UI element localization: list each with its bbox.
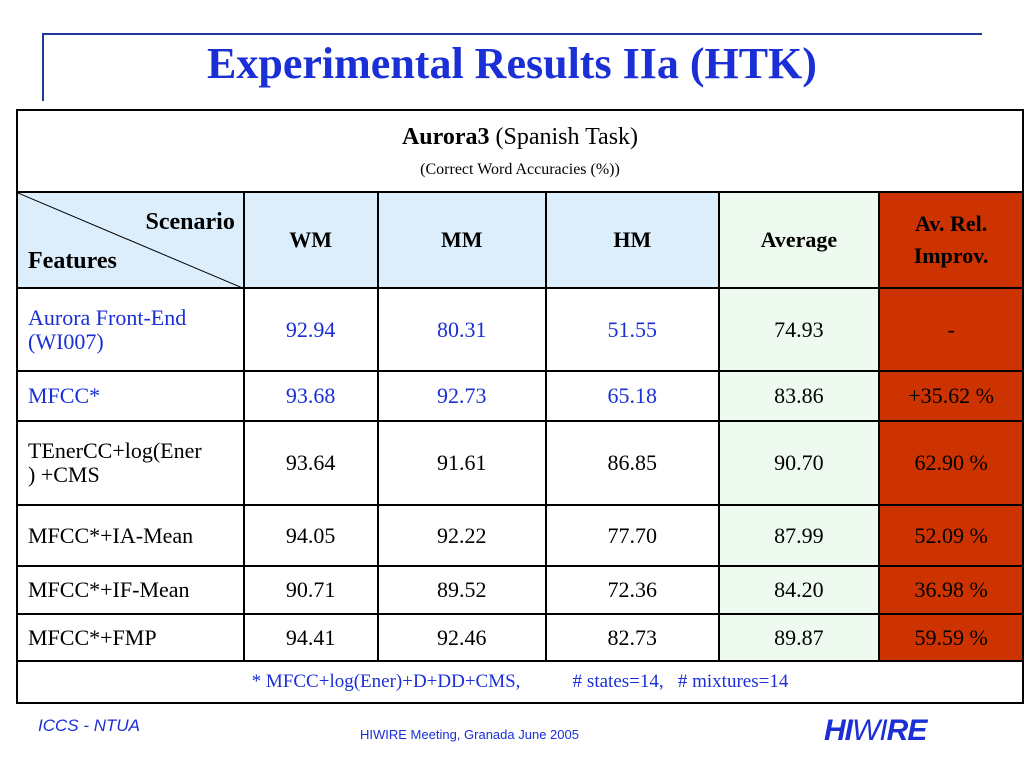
relimp-cell: 52.09 % [878, 504, 1024, 567]
slide-title: Experimental Results IIa (HTK) [207, 39, 817, 88]
wm-cell: 90.71 [242, 565, 379, 615]
wm-cell: 94.05 [242, 504, 379, 567]
header-hm: HM [545, 191, 720, 289]
hm-cell: 51.55 [545, 287, 720, 372]
hm-cell: 72.36 [545, 565, 720, 615]
footer-affiliation: ICCS - NTUA [38, 716, 140, 735]
header-average: Average [717, 191, 881, 289]
logo-part1: HI [824, 714, 853, 747]
feature-cell: Aurora Front-End (WI007) [16, 287, 245, 372]
feature-line2: (WI007) [28, 328, 104, 354]
caption-subtitle: (Correct Word Accuracies (%)) [420, 161, 620, 178]
results-table: Aurora3 (Spanish Task) (Correct Word Acc… [16, 109, 1024, 704]
relimp-cell: +35.62 % [878, 370, 1024, 422]
wm-cell: 94.41 [242, 613, 379, 662]
mm-cell: 91.61 [376, 420, 548, 506]
wm-cell: 93.64 [242, 420, 379, 506]
header-features: Features [28, 248, 117, 274]
header-scenario-features-cell: Scenario Features [16, 191, 245, 289]
header-wm: WM [242, 191, 379, 289]
wm-cell: 93.68 [242, 370, 379, 422]
header-mm: MM [376, 191, 548, 289]
hm-cell: 77.70 [545, 504, 720, 567]
table-row: MFCC*+FMP 94.41 92.46 82.73 89.87 59.59 … [16, 613, 1024, 662]
header-row: Scenario Features WM MM HM Average Av. R… [16, 191, 1024, 289]
feature-cell: MFCC*+FMP [16, 613, 245, 662]
feature-line1: MFCC*+IA-Mean [28, 522, 194, 548]
table-row: MFCC*+IA-Mean 94.05 92.22 77.70 87.99 52… [16, 504, 1024, 567]
hm-cell: 65.18 [545, 370, 720, 422]
caption-rest: (Spanish Task) [489, 124, 639, 150]
mm-cell: 92.73 [376, 370, 548, 422]
average-cell: 89.87 [717, 613, 881, 662]
table-row: Aurora Front-End (WI007) 92.94 80.31 51.5… [16, 287, 1024, 372]
title-frame-left-line [42, 33, 44, 101]
caption-title: Aurora3 (Spanish Task) [18, 123, 1022, 151]
average-cell: 87.99 [717, 504, 881, 567]
caption-bold: Aurora3 [401, 124, 490, 150]
relimp-cell: 36.98 % [878, 565, 1024, 615]
logo-part2: WI [852, 714, 888, 747]
table-footnote: * MFCC+log(Ener)+D+DD+CMS, # states=14, … [16, 660, 1024, 704]
feature-line1: MFCC* [28, 383, 101, 408]
feature-line1: TEnerCC+log(Ener [28, 438, 202, 463]
relimp-cell: - [878, 287, 1024, 372]
table-caption: Aurora3 (Spanish Task) (Correct Word Acc… [16, 109, 1024, 193]
mm-cell: 92.46 [376, 613, 548, 662]
header-relimp-line2: Improv. [913, 243, 989, 268]
header-relimp-line1: Av. Rel. [914, 211, 988, 236]
feature-line1: Aurora Front-End [28, 304, 187, 330]
hm-cell: 82.73 [545, 613, 720, 662]
title-frame-top-line [42, 33, 982, 35]
average-cell: 84.20 [717, 565, 881, 615]
average-cell: 74.93 [717, 287, 881, 372]
table-row: TEnerCC+log(Ener) +CMS 93.64 91.61 86.85… [16, 420, 1024, 506]
relimp-cell: 59.59 % [878, 613, 1024, 662]
average-cell: 83.86 [717, 370, 881, 422]
feature-line1: MFCC*+FMP [28, 624, 157, 650]
hm-cell: 86.85 [545, 420, 720, 506]
average-cell: 90.70 [717, 420, 881, 506]
wm-cell: 92.94 [242, 287, 379, 372]
mm-cell: 92.22 [376, 504, 548, 567]
feature-line1: MFCC*+IF-Mean [28, 577, 190, 602]
mm-cell: 89.52 [376, 565, 548, 615]
relimp-cell: 62.90 % [878, 420, 1024, 506]
footer-meeting: HIWIRE Meeting, Granada June 2005 [360, 727, 579, 742]
logo-part3: RE [886, 714, 928, 747]
table-row: MFCC*+IF-Mean 90.71 89.52 72.36 84.20 36… [16, 565, 1024, 615]
feature-cell: MFCC* [16, 370, 245, 422]
header-relimp: Av. Rel. Improv. [878, 191, 1024, 289]
feature-line2: ) +CMS [28, 462, 100, 487]
table-row: MFCC* 93.68 92.73 65.18 83.86 +35.62 % [16, 370, 1024, 422]
diagonal-divider [18, 193, 245, 289]
feature-cell: TEnerCC+log(Ener) +CMS [16, 420, 245, 506]
feature-cell: MFCC*+IA-Mean [16, 504, 245, 567]
header-scenario: Scenario [145, 209, 235, 235]
feature-cell: MFCC*+IF-Mean [16, 565, 245, 615]
footnote-row: * MFCC+log(Ener)+D+DD+CMS, # states=14, … [16, 660, 1024, 704]
hiwire-logo: HIWIRE [824, 714, 928, 748]
caption-row: Aurora3 (Spanish Task) (Correct Word Acc… [16, 109, 1024, 193]
mm-cell: 80.31 [376, 287, 548, 372]
